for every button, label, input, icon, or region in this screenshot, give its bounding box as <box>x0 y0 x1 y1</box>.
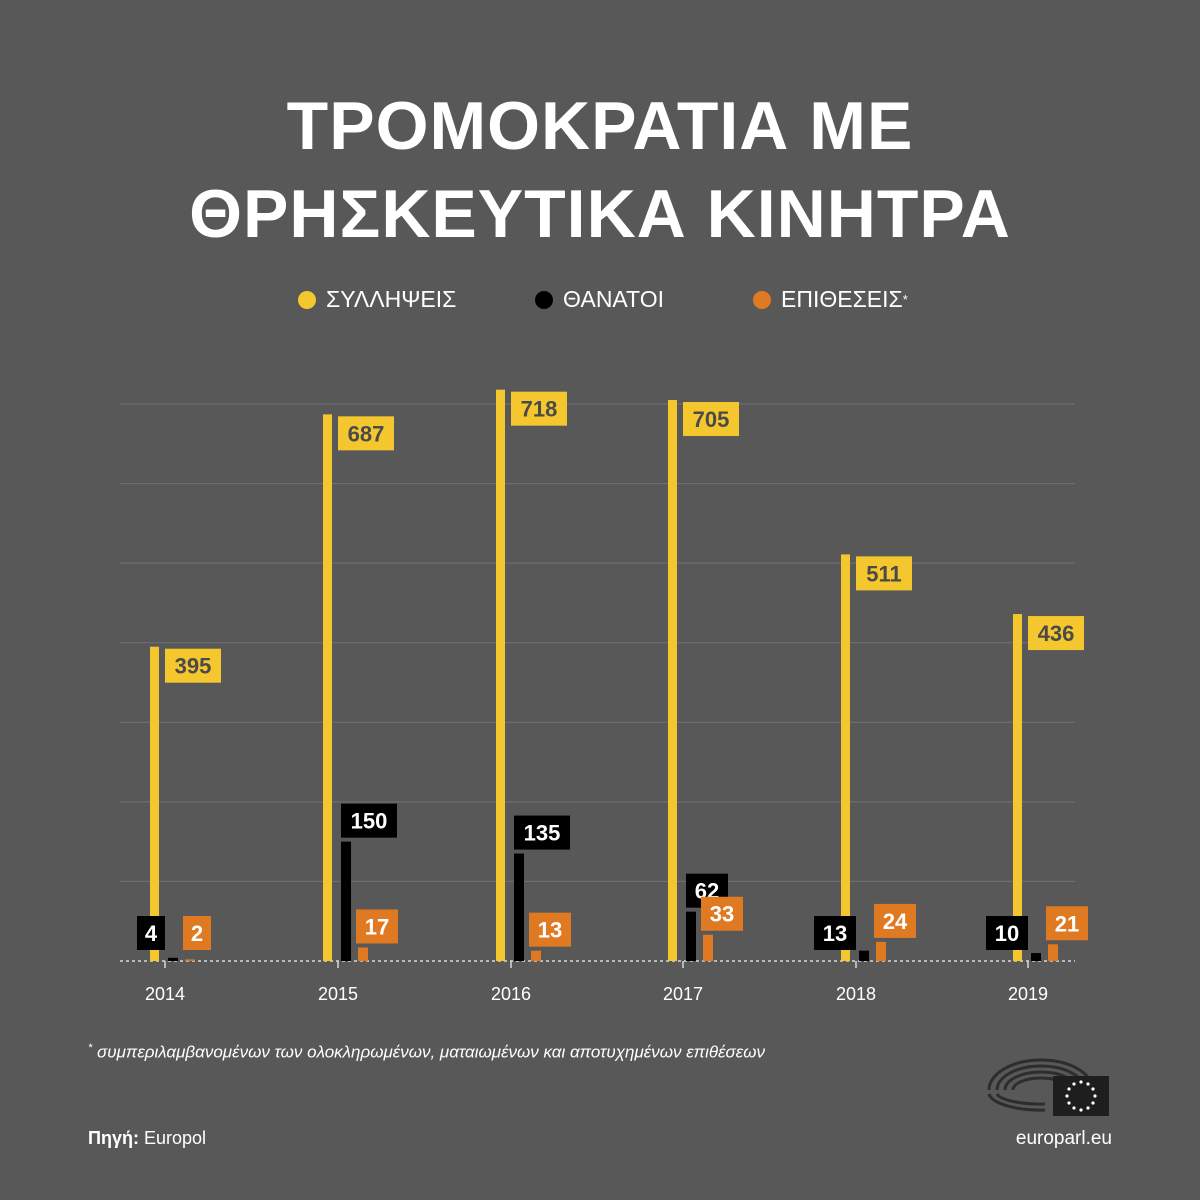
data-label-box <box>814 916 856 950</box>
bar-arrests <box>668 400 677 961</box>
data-label-box <box>137 916 165 950</box>
bar-deaths <box>514 853 524 961</box>
source: Πηγή: Europol <box>88 1128 206 1149</box>
bar-arrests <box>841 554 850 961</box>
bar-attacks <box>531 950 541 961</box>
data-label-box <box>1046 906 1088 941</box>
legend: ΣΥΛΛΗΨΕΙΣ ΘΑΝΑΤΟΙ ΕΠΙΘΕΣΕΙΣ * <box>0 286 1200 316</box>
legend-dot-deaths <box>535 290 553 309</box>
bar-deaths <box>341 841 351 961</box>
bar-arrests <box>150 646 159 961</box>
legend-label-arrests: ΣΥΛΛΗΨΕΙΣ <box>326 286 457 312</box>
x-tick-label: 2018 <box>836 984 876 1004</box>
bar-attacks <box>876 941 886 961</box>
bar-arrests <box>1013 614 1022 961</box>
data-label-box <box>183 916 211 950</box>
legend-attacks-asterisk: * <box>902 292 908 307</box>
european-parliament-logo <box>985 1048 1115 1123</box>
site-url: europarl.eu <box>1015 1128 1112 1149</box>
data-label-box <box>986 916 1028 950</box>
bar-deaths <box>1031 953 1041 961</box>
x-tick-label: 2019 <box>1008 984 1048 1004</box>
data-label-box <box>511 391 567 426</box>
data-label: 13 <box>538 918 562 943</box>
source-label: Πηγή: <box>88 1128 139 1148</box>
data-label-box <box>341 803 397 838</box>
data-label: 13 <box>823 921 847 946</box>
bar-arrests <box>323 414 332 961</box>
x-tick-label: 2017 <box>663 984 703 1004</box>
footnote-text: συμπεριλαμβανομένων των ολοκληρωμένων, μ… <box>97 1042 766 1062</box>
data-label: 21 <box>1055 911 1079 936</box>
bar-attacks <box>703 934 713 961</box>
data-label-box <box>856 556 912 591</box>
data-label: 705 <box>693 407 730 432</box>
data-label: 10 <box>995 921 1019 946</box>
data-label-box <box>338 416 394 451</box>
data-label-box <box>514 815 570 850</box>
legend-item-arrests: ΣΥΛΛΗΨΕΙΣ <box>298 286 456 313</box>
bar-attacks <box>1048 944 1058 961</box>
data-label: 24 <box>883 909 908 934</box>
x-tick-label: 2014 <box>145 984 185 1004</box>
data-label-box <box>874 903 916 938</box>
legend-dot-arrests <box>298 290 316 309</box>
data-label-box <box>529 912 571 947</box>
bar-deaths <box>168 957 178 961</box>
data-label: 718 <box>521 397 558 422</box>
data-label: 17 <box>365 914 389 939</box>
data-label-box <box>683 402 739 437</box>
data-label: 395 <box>175 654 212 679</box>
legend-label-deaths: ΘΑΝΑΤΟΙ <box>563 286 664 312</box>
chart-title: ΤΡΟΜΟΚΡΑΤΙΑ ΜΕ ΘΡΗΣΚΕΥΤΙΚΑ ΚΙΝΗΤΡΑ <box>0 82 1200 258</box>
title-line-2: ΘΡΗΣΚΕΥΤΙΚΑ ΚΙΝΗΤΡΑ <box>189 176 1011 252</box>
legend-item-deaths: ΘΑΝΑΤΟΙ <box>535 286 664 313</box>
source-value: Europol <box>144 1128 207 1148</box>
legend-dot-attacks <box>753 290 771 309</box>
data-label: 2 <box>191 921 203 946</box>
data-label: 687 <box>348 421 385 446</box>
data-label: 436 <box>1038 621 1075 646</box>
x-tick-label: 2015 <box>318 984 358 1004</box>
data-label-box <box>701 896 743 931</box>
bar-attacks <box>185 959 195 961</box>
bar-chart: 2014 395 4 2 2015 687 150 17 2016 718 135 13 2017 705… <box>120 389 1088 1004</box>
bar-attacks <box>358 947 368 961</box>
data-label-box <box>1028 616 1084 651</box>
footnote-asterisk: * <box>88 1042 93 1054</box>
data-label: 135 <box>524 821 561 846</box>
bar-deaths <box>686 911 696 961</box>
bar-arrests <box>496 389 505 962</box>
data-label: 4 <box>145 921 158 946</box>
data-label: 511 <box>866 561 902 586</box>
data-label: 33 <box>710 902 734 927</box>
title-line-1: ΤΡΟΜΟΚΡΑΤΙΑ ΜΕ <box>286 88 914 164</box>
data-label-box <box>165 648 221 683</box>
data-label: 150 <box>351 809 388 834</box>
x-tick-label: 2016 <box>491 984 531 1004</box>
bar-deaths <box>859 950 869 961</box>
legend-label-attacks: ΕΠΙΘΕΣΕΙΣ <box>781 286 903 312</box>
legend-item-attacks: ΕΠΙΘΕΣΕΙΣ * <box>753 286 908 313</box>
data-label-box <box>356 909 398 944</box>
footnote: * συμπεριλαμβανομένων των ολοκληρωμένων,… <box>88 1042 765 1063</box>
